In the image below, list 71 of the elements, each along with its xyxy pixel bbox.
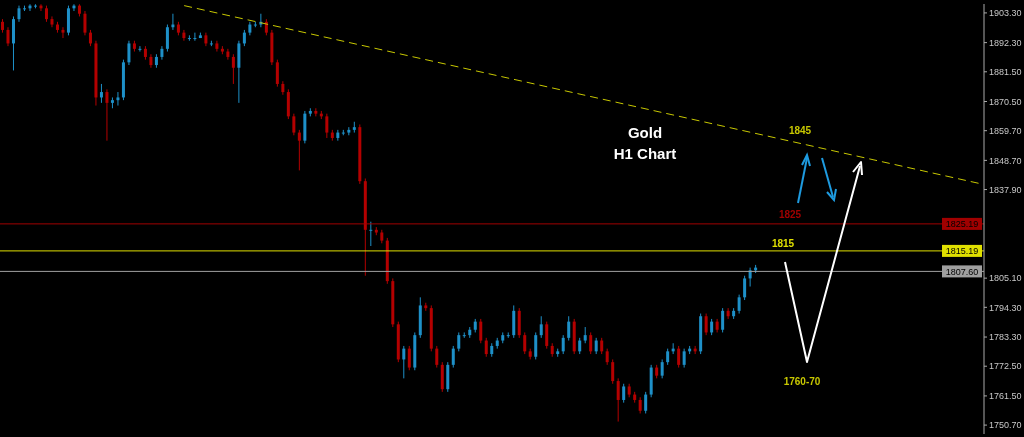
candlestick — [402, 345, 406, 379]
text: Gold — [626, 123, 664, 143]
candlestick — [116, 91, 120, 107]
candlestick — [506, 331, 510, 339]
candlestick — [457, 331, 461, 352]
candlestick — [325, 113, 329, 139]
y-tick-label: 1794.30 — [989, 302, 1022, 313]
candlestick — [561, 334, 565, 355]
y-tick-label: 1870.50 — [989, 96, 1022, 107]
candlestick — [622, 383, 626, 404]
y-tick-label: 1903.30 — [989, 8, 1022, 19]
candlestick — [435, 345, 439, 369]
candlestick — [677, 345, 681, 369]
candlestick — [407, 345, 411, 371]
annotation: 1815 — [770, 237, 796, 251]
y-tick-label: 1859.70 — [989, 125, 1022, 136]
candlestick — [297, 129, 301, 171]
candlestick — [231, 53, 235, 85]
annotation: 1760-70 — [782, 375, 822, 389]
y-tick-label: 1848.70 — [989, 155, 1022, 166]
candlestick — [743, 275, 747, 301]
ref-line-label: 1807.60 — [945, 266, 979, 277]
candlestick — [165, 24, 169, 53]
y-tick-label: 1750.70 — [989, 420, 1022, 431]
candlestick — [660, 358, 664, 379]
candlestick — [523, 331, 527, 355]
candlestick — [6, 26, 10, 47]
candlestick — [275, 59, 279, 88]
y-tick-label: 1783.30 — [989, 332, 1022, 343]
candlestick — [99, 83, 103, 104]
candlestick — [215, 40, 219, 53]
y-tick-label: 1761.50 — [989, 391, 1022, 402]
y-tick-label: 1892.30 — [989, 37, 1022, 48]
candlestick — [479, 318, 483, 344]
candlestick — [292, 113, 296, 136]
candlestick — [545, 321, 549, 350]
candlestick — [726, 307, 730, 320]
candlestick — [138, 45, 142, 53]
candlestick — [682, 348, 686, 369]
candlestick — [187, 34, 191, 42]
candlestick — [616, 377, 620, 423]
candlestick — [193, 32, 197, 42]
candlestick — [704, 313, 708, 336]
text: H1 Chart — [612, 144, 678, 164]
candlestick — [644, 391, 648, 414]
candlestick — [182, 29, 186, 42]
candlestick — [589, 331, 593, 355]
candlestick — [737, 294, 741, 315]
ref-line-label: 1815.19 — [945, 246, 979, 257]
candlestick — [611, 358, 615, 385]
candlestick — [61, 26, 65, 39]
candlestick — [567, 315, 571, 342]
candlestick — [105, 88, 109, 142]
y-tick-label: 1837.90 — [989, 184, 1022, 195]
annotation: 1825 — [777, 208, 803, 222]
candlestick — [462, 331, 466, 339]
annotation: 1845 — [787, 124, 813, 138]
candlestick — [721, 307, 725, 333]
ref-line-label: 1825.19 — [945, 219, 979, 230]
candlestick — [127, 40, 131, 66]
candlestick — [539, 315, 543, 339]
y-tick-label: 1772.50 — [989, 361, 1022, 372]
candlestick — [451, 345, 455, 369]
candlestick — [369, 221, 373, 247]
candlestick — [484, 337, 488, 358]
candlestick — [226, 48, 230, 61]
y-tick-label: 1881.50 — [989, 66, 1022, 77]
candlestick — [534, 331, 538, 360]
y-tick-label: 1805.10 — [989, 273, 1022, 284]
candlestick — [50, 15, 54, 28]
candlestick — [83, 10, 87, 36]
